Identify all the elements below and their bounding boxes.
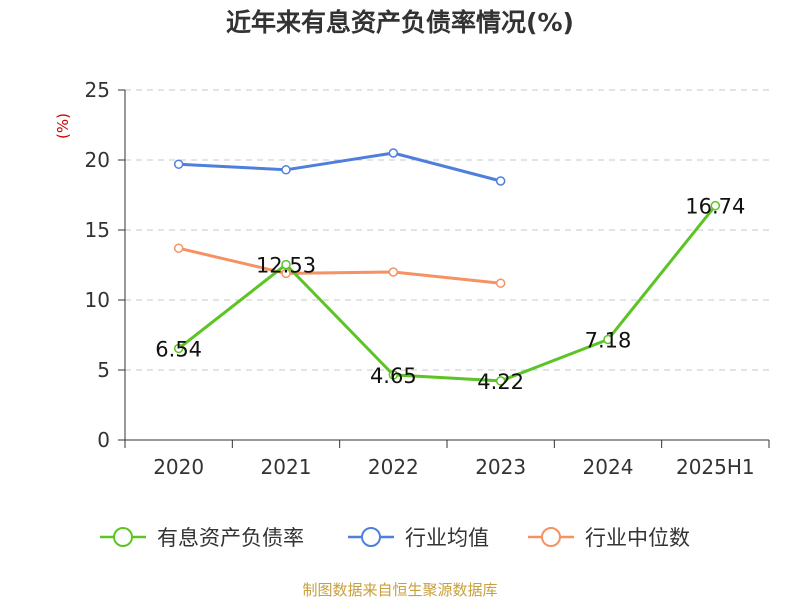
data-point bbox=[173, 243, 184, 253]
data-label: 4.22 bbox=[477, 370, 524, 394]
data-label: 12.53 bbox=[256, 254, 316, 278]
y-tick-label: 20 bbox=[85, 148, 110, 172]
y-tick-label: 15 bbox=[85, 218, 110, 242]
grid-lines bbox=[125, 89, 769, 371]
data-point bbox=[495, 278, 506, 288]
data-label: 7.18 bbox=[585, 328, 632, 352]
legend-label: 行业均值 bbox=[405, 526, 489, 550]
series-line bbox=[177, 204, 717, 383]
data-label: 4.65 bbox=[370, 364, 417, 388]
x-tick-label: 2020 bbox=[153, 455, 204, 479]
tick-labels: 0 5 10 15 20 25 2020 2021 2022 2023 2024 2025H1 bbox=[85, 78, 755, 479]
series-line bbox=[178, 246, 501, 285]
legend-marker bbox=[113, 527, 133, 547]
data-label: 16.74 bbox=[685, 195, 745, 219]
data-point bbox=[281, 165, 291, 175]
legend-marker bbox=[541, 527, 561, 547]
data-point bbox=[388, 148, 399, 158]
x-tick-label: 2025H1 bbox=[676, 455, 755, 479]
legend-marker bbox=[361, 527, 381, 547]
data-point bbox=[495, 176, 506, 186]
data-point bbox=[710, 200, 721, 211]
data-point bbox=[281, 259, 291, 270]
y-tick-label: 10 bbox=[85, 288, 110, 312]
axes bbox=[118, 89, 770, 448]
chart-title: 近年来有息资产负债率情况(%) bbox=[226, 8, 574, 37]
data-point bbox=[173, 343, 184, 354]
data-point bbox=[495, 376, 506, 386]
data-labels: 6.54 12.53 4.65 4.22 7.18 16.74 bbox=[155, 195, 745, 394]
y-axis-unit: (%) bbox=[54, 113, 72, 139]
series-layer bbox=[173, 148, 721, 386]
x-tick-label: 2022 bbox=[368, 455, 419, 479]
y-tick-label: 25 bbox=[85, 78, 110, 102]
data-label: 6.54 bbox=[155, 337, 202, 361]
legend: 有息资产负债率 行业均值 行业中位数 bbox=[100, 526, 690, 550]
x-tick-label: 2023 bbox=[475, 455, 526, 479]
legend-label: 有息资产负债率 bbox=[157, 526, 304, 550]
source-note: 制图数据来自恒生聚源数据库 bbox=[302, 581, 497, 599]
series-line bbox=[178, 151, 502, 183]
data-point bbox=[173, 159, 184, 169]
data-point bbox=[603, 334, 613, 345]
y-tick-label: 5 bbox=[97, 358, 110, 382]
data-point bbox=[388, 370, 399, 380]
y-tick-label: 0 bbox=[97, 428, 110, 452]
x-tick-label: 2021 bbox=[261, 455, 312, 479]
legend-label: 行业中位数 bbox=[585, 526, 690, 550]
x-tick-label: 2024 bbox=[583, 455, 634, 479]
data-point bbox=[281, 268, 291, 279]
data-point bbox=[388, 267, 399, 277]
